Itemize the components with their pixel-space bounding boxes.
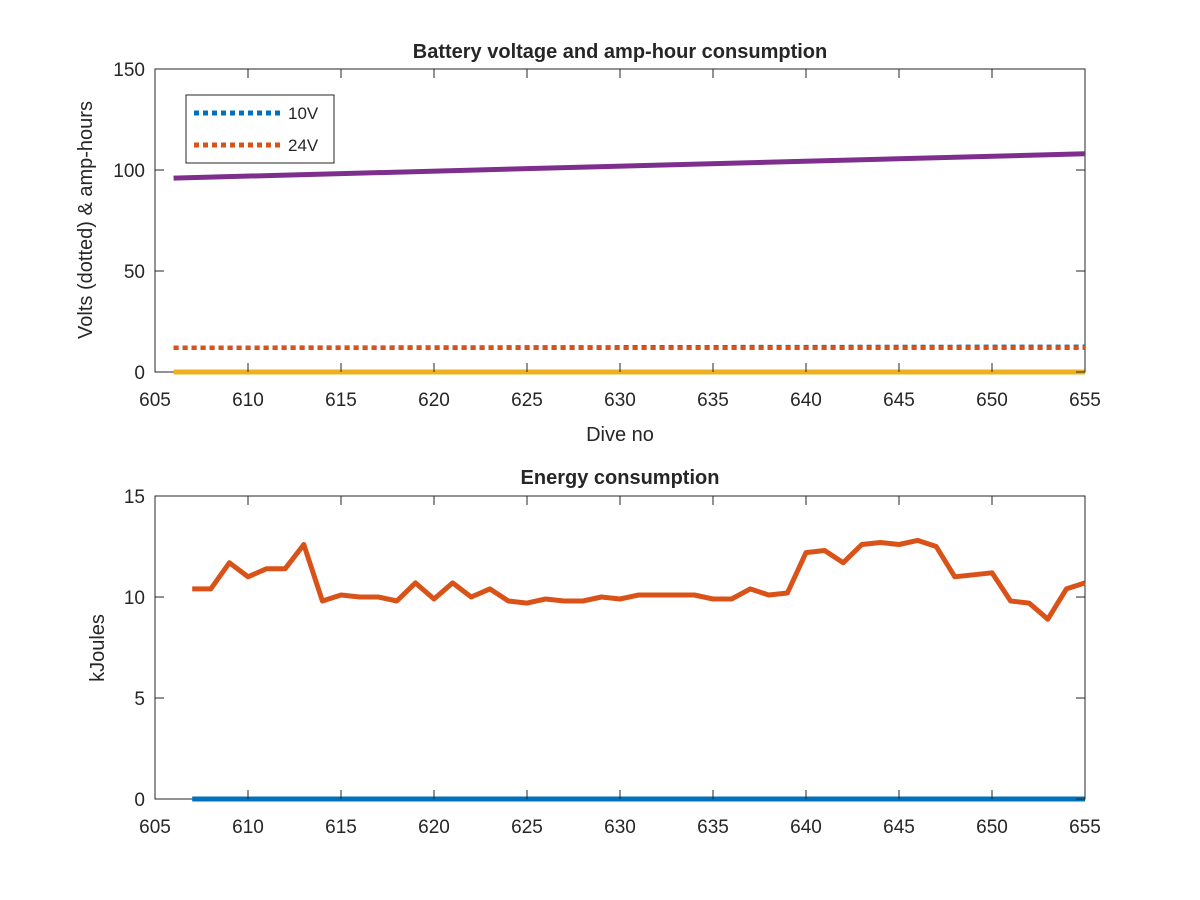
top-y-tick-label: 0 bbox=[134, 363, 145, 384]
top-x-tick-label: 625 bbox=[511, 390, 543, 411]
bottom-x-tick-label: 620 bbox=[418, 817, 450, 838]
top-x-tick-label: 655 bbox=[1069, 390, 1101, 411]
bottom-y-tick-label: 10 bbox=[124, 588, 145, 609]
top-x-tick-label: 615 bbox=[325, 390, 357, 411]
bottom-x-tick-label: 655 bbox=[1069, 817, 1101, 838]
bottom-x-tick-label: 650 bbox=[976, 817, 1008, 838]
top-x-tick-label: 650 bbox=[976, 390, 1008, 411]
bottom-x-tick-label: 635 bbox=[697, 817, 729, 838]
bottom-y-tick-label: 15 bbox=[124, 487, 145, 508]
top-x-tick-label: 635 bbox=[697, 390, 729, 411]
bottom-x-tick-label: 645 bbox=[883, 817, 915, 838]
top-x-tick-label: 640 bbox=[790, 390, 822, 411]
top-x-tick-label: 605 bbox=[139, 390, 171, 411]
bottom-ticks-group: 605 610 615 620 625 630 635 640 645 650 655 0 5 10 15 bbox=[124, 487, 1101, 838]
bottom-y-tick-label: 5 bbox=[134, 689, 145, 710]
bottom-x-tick-label: 610 bbox=[232, 817, 264, 838]
bottom-y-axis-label: kJoules bbox=[87, 614, 109, 682]
top-y-tick-label: 50 bbox=[124, 262, 145, 283]
legend-label-24v: 24V bbox=[288, 136, 319, 155]
top-series-group bbox=[173, 151, 1086, 375]
legend-label-10v: 10V bbox=[288, 104, 319, 123]
top-y-tick-label: 100 bbox=[113, 161, 145, 182]
top-x-tick-label: 610 bbox=[232, 390, 264, 411]
bottom-y-tick-label: 0 bbox=[134, 790, 145, 811]
top-ticks-group: 605 610 615 620 625 630 635 640 645 650 655 0 50 100 1… bbox=[113, 60, 1101, 411]
bottom-series-line-1 bbox=[192, 537, 1086, 622]
bottom-x-tick-label: 640 bbox=[790, 817, 822, 838]
bottom-chart-title: Energy consumption bbox=[521, 467, 720, 489]
top-x-tick-label: 630 bbox=[604, 390, 636, 411]
bottom-plot-area bbox=[154, 495, 1086, 800]
top-series-line-3 bbox=[173, 151, 1086, 181]
energy-axes: Energy consumption 605 610 615 620 625 630 635… bbox=[87, 467, 1101, 838]
top-x-axis-label: Dive no bbox=[586, 424, 654, 446]
voltage-amphour-axes: Battery voltage and amp-hour consumption… bbox=[75, 41, 1101, 446]
bottom-x-tick-label: 625 bbox=[511, 817, 543, 838]
top-x-tick-label: 645 bbox=[883, 390, 915, 411]
top-chart-title: Battery voltage and amp-hour consumption bbox=[413, 41, 827, 63]
bottom-x-tick-label: 605 bbox=[139, 817, 171, 838]
top-y-axis-label: Volts (dotted) & amp-hours bbox=[75, 101, 97, 339]
bottom-x-tick-label: 615 bbox=[325, 817, 357, 838]
top-x-tick-label: 620 bbox=[418, 390, 450, 411]
legend-box bbox=[185, 94, 335, 164]
legend: 10V 24V bbox=[185, 94, 335, 164]
top-y-tick-label: 150 bbox=[113, 60, 145, 81]
bottom-x-tick-label: 630 bbox=[604, 817, 636, 838]
